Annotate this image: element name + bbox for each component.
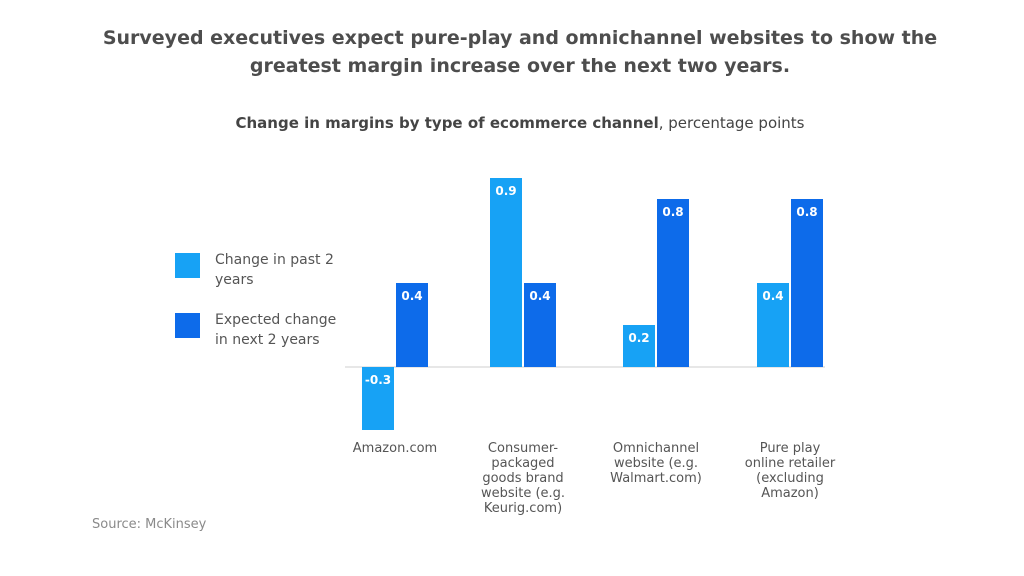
value-label: 0.9 bbox=[495, 184, 516, 198]
bar-past bbox=[490, 178, 522, 367]
category-label-line: website (e.g. bbox=[613, 456, 699, 471]
value-label: 0.8 bbox=[796, 205, 817, 219]
category-label: Amazon.com bbox=[330, 441, 460, 456]
legend-swatch-past bbox=[175, 253, 200, 278]
legend-item-past: Change in past 2 years bbox=[175, 250, 350, 310]
category-label-line: Amazon.com bbox=[352, 441, 438, 456]
bar-past bbox=[362, 367, 394, 430]
bar-next bbox=[524, 283, 556, 367]
value-label: 0.2 bbox=[628, 331, 649, 345]
value-label: 0.4 bbox=[762, 289, 783, 303]
bar-next bbox=[657, 199, 689, 367]
bar-next bbox=[791, 199, 823, 367]
bar-past bbox=[623, 325, 655, 367]
chart-subtitle: Change in margins by type of ecommerce c… bbox=[120, 112, 920, 134]
legend-label-next: Expected change in next 2 years bbox=[215, 312, 337, 348]
value-label: 0.4 bbox=[529, 289, 550, 303]
category-label-line: (excluding bbox=[756, 471, 824, 486]
subtitle-rest: , percentage points bbox=[658, 114, 805, 132]
bar-past bbox=[757, 283, 789, 367]
category-label-line: online retailer bbox=[744, 456, 836, 471]
category-label-line: Amazon) bbox=[761, 486, 819, 501]
subtitle-bold: Change in margins by type of ecommerce c… bbox=[235, 114, 659, 132]
category-label-line: Walmart.com) bbox=[610, 471, 702, 486]
category-label-line: Pure play bbox=[759, 441, 821, 456]
chart-title: Surveyed executives expect pure-play and… bbox=[102, 27, 938, 77]
category-label: Omnichannel website (e.g. Walmart.com) bbox=[591, 441, 721, 486]
source-note: Source: McKinsey bbox=[92, 517, 207, 532]
category-label: Pure play online retailer (excluding Amazon… bbox=[725, 441, 855, 501]
category-label-line: website (e.g. bbox=[480, 486, 566, 501]
legend-swatch-next bbox=[175, 313, 200, 338]
category-label: Consumer-packaged goods brand website (e.g… bbox=[458, 441, 588, 516]
value-label: -0.3 bbox=[365, 373, 391, 387]
category-label-line: goods brand bbox=[482, 471, 564, 486]
category-label-line: packaged bbox=[491, 456, 555, 471]
category-label-line: Keurig.com) bbox=[483, 501, 563, 516]
value-label: 0.8 bbox=[662, 205, 683, 219]
legend-item-next: Expected change in next 2 years bbox=[175, 310, 350, 370]
legend: Change in past 2 years Expected change i… bbox=[175, 250, 350, 370]
category-label-line: Omnichannel bbox=[612, 441, 700, 456]
value-label: 0.4 bbox=[401, 289, 422, 303]
bar-next bbox=[396, 283, 428, 367]
category-label-line: Consumer- bbox=[487, 441, 559, 456]
legend-label-past: Change in past 2 years bbox=[215, 252, 334, 288]
